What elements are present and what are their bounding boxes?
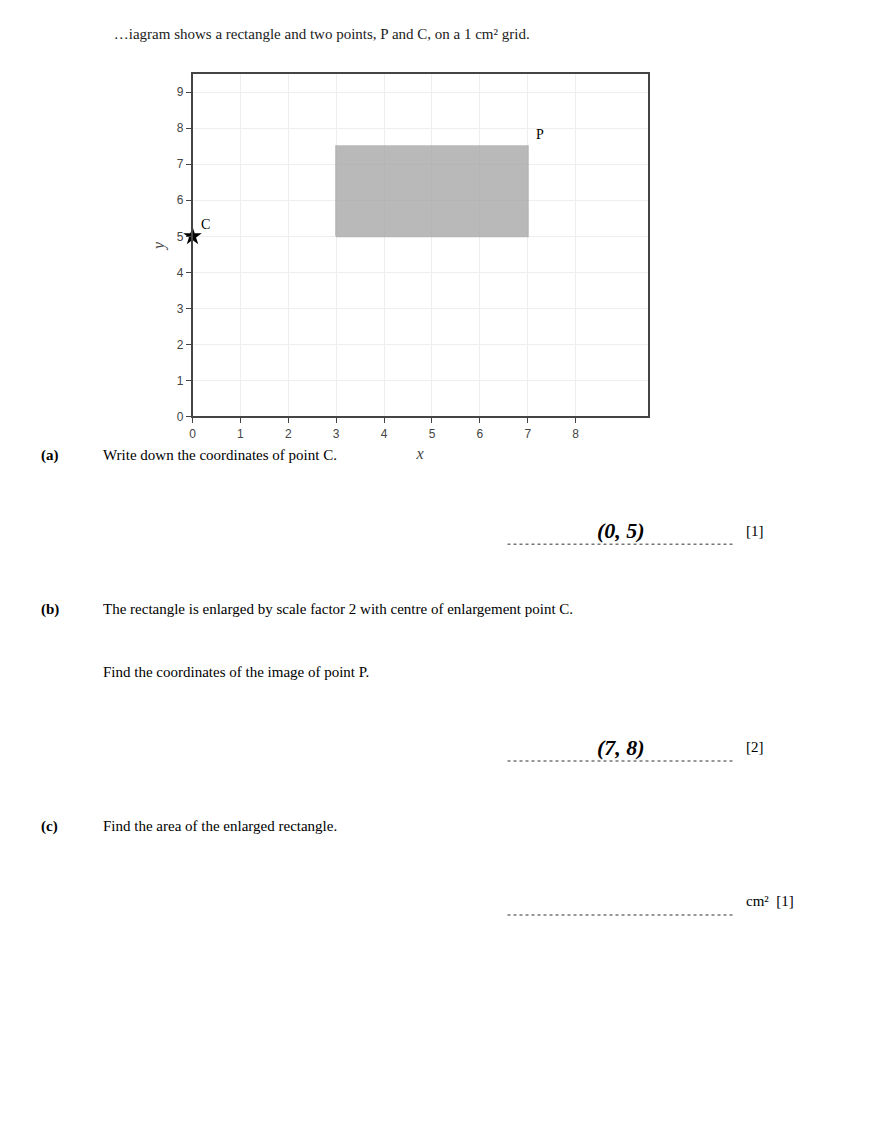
svg-text:9: 9 [177,85,184,99]
svg-text:2: 2 [177,338,184,352]
svg-text:5: 5 [177,230,184,244]
svg-text:cm² [1]: cm² [1] [746,893,794,909]
svg-text:6: 6 [177,193,184,207]
svg-text:Find the area of the enlarged: Find the area of the enlarged rectangle. [103,818,337,834]
svg-text:2: 2 [285,427,292,441]
svg-text:y: y [150,241,168,251]
svg-text:(0, 5): (0, 5) [597,518,645,543]
svg-text:3: 3 [333,427,340,441]
svg-text:4: 4 [381,427,388,441]
svg-text:8: 8 [177,121,184,135]
svg-text:Find the coordinates of the im: Find the coordinates of the image of poi… [103,664,369,680]
svg-text:…iagram shows a rectangle and: …iagram shows a rectangle and two points… [114,26,530,42]
svg-text:P: P [536,127,544,142]
svg-text:C: C [201,217,210,232]
svg-text:4: 4 [177,266,184,280]
svg-text:7: 7 [177,157,184,171]
svg-text:(c): (c) [41,818,58,835]
svg-text:5: 5 [429,427,436,441]
svg-text:8: 8 [572,427,579,441]
svg-text:1: 1 [177,374,184,388]
svg-text:(7, 8): (7, 8) [597,735,645,760]
svg-text:The rectangle is enlarged by s: The rectangle is enlarged by scale facto… [103,601,573,617]
svg-text:0: 0 [177,410,184,424]
svg-text:(a): (a) [41,447,59,464]
svg-text:[1]: [1] [746,523,764,539]
svg-text:3: 3 [177,302,184,316]
svg-text:Write down the coordinates of: Write down the coordinates of point C. [103,447,337,463]
svg-text:1: 1 [237,427,244,441]
svg-text:0: 0 [189,427,196,441]
svg-text:7: 7 [524,427,531,441]
svg-text:6: 6 [477,427,484,441]
svg-text:[2]: [2] [746,739,764,755]
svg-text:x: x [415,445,423,462]
svg-text:(b): (b) [41,601,59,618]
